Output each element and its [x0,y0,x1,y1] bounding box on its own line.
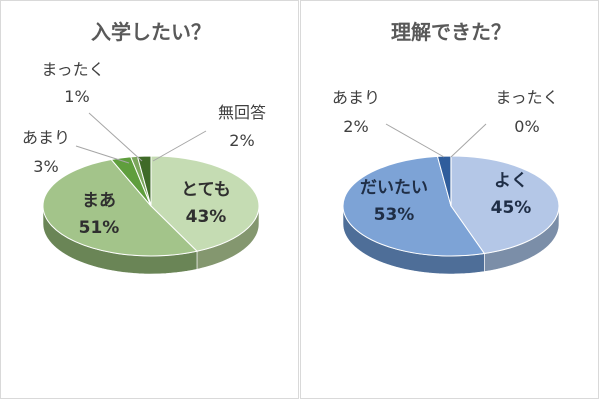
pie-group [342,155,560,275]
slice-label: 無回答 [218,103,266,122]
slice-label: とても [181,180,231,200]
slice-label: あまり [22,128,70,147]
pie-slice-top [150,155,260,252]
slice-label: だいたい [360,178,428,198]
slice-percent: 53% [374,205,415,225]
pie-slice-top [42,158,198,257]
slice-label: よく [494,171,528,191]
chart-panel-admission: 入学したい？ まったく 1% あまり 3% 無回答 2% まあ 51% とても … [0,0,299,399]
chart-title: 入学したい？ [91,20,211,44]
slice-percent: 51% [79,218,120,238]
leader-line [88,112,143,162]
pie-group [42,155,260,275]
pie-slice-top [450,155,560,255]
leader-line [385,123,445,158]
slice-percent: 43% [186,207,227,227]
leader-line [152,130,207,162]
pie-chart-understanding: 理解できた？ あまり 2% まったく 0% だいたい 53% よく 45% [332,20,560,275]
slice-label: あまり [332,88,380,107]
chart-panel-understanding: 理解できた？ あまり 2% まったく 0% だいたい 53% よく 45% [300,0,599,399]
chart-title: 理解できた？ [391,20,511,44]
slice-label: まったく [495,88,558,107]
slice-percent: 2% [229,131,254,150]
leader-line [75,145,130,164]
slice-percent: 0% [514,117,539,136]
slice-percent: 45% [491,198,532,218]
slice-percent: 2% [343,117,368,136]
slice-label: まったく [41,60,104,79]
leader-line [450,123,487,158]
slice-percent: 3% [33,157,58,176]
slice-percent: 1% [64,87,89,106]
pie-slice-top [342,155,486,257]
pie-chart-admission: 入学したい？ まったく 1% あまり 3% 無回答 2% まあ 51% とても … [22,20,266,275]
slice-label: まあ [82,191,116,211]
